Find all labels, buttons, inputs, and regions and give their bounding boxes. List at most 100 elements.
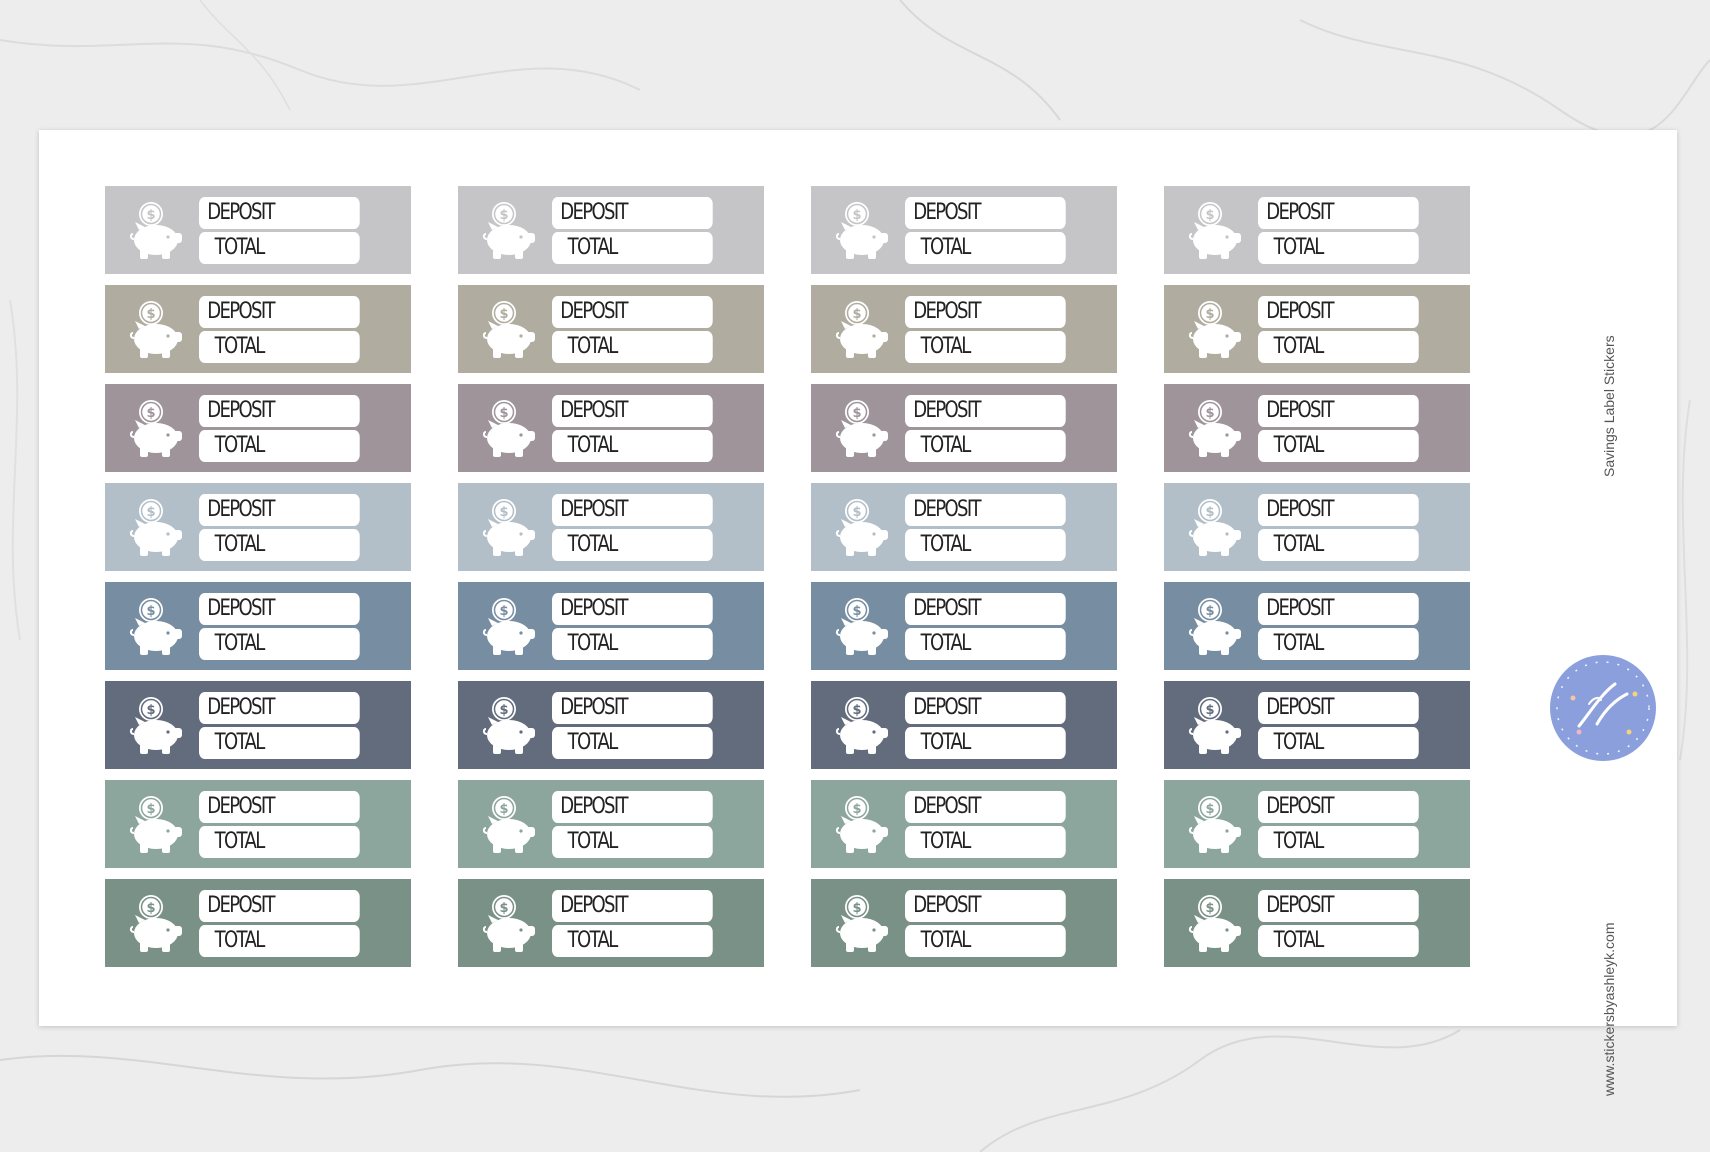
sticker-light-gray: $ DEPOSIT TOTAL [811,186,1117,274]
sticker-pale-blue: $ DEPOSIT TOTAL [458,483,764,571]
total-field: TOTAL [552,331,713,363]
sticker-green-gray: $ DEPOSIT TOTAL [105,879,411,967]
piggy-bank-icon: $ [482,796,535,853]
deposit-field: DEPOSIT [1258,395,1419,427]
sticker-green-gray: $ DEPOSIT TOTAL [458,879,764,967]
deposit-field: DEPOSIT [905,395,1066,427]
sticker-green-gray: $ DEPOSIT TOTAL [1164,879,1470,967]
deposit-field: DEPOSIT [1258,593,1419,625]
deposit-field: DEPOSIT [905,494,1066,526]
piggy-bank-icon: $ [482,697,535,754]
total-field: TOTAL [1258,430,1419,462]
svg-text:$: $ [1205,307,1214,322]
deposit-field: DEPOSIT [905,593,1066,625]
sticker-mauve: $ DEPOSIT TOTAL [458,384,764,472]
svg-text:$: $ [1205,703,1214,718]
piggy-bank-icon: $ [1188,301,1241,358]
deposit-field: DEPOSIT [199,197,360,229]
sticker-grid: $ DEPOSIT TOTAL $ DEPOSIT TOTAL $ DEPOSIT TOTAL $… [105,186,1470,967]
svg-text:$: $ [852,505,861,520]
piggy-bank-icon: $ [129,301,182,358]
deposit-field: DEPOSIT [905,197,1066,229]
piggy-bank-icon: $ [1188,796,1241,853]
sticker-taupe: $ DEPOSIT TOTAL [1164,285,1470,373]
deposit-field: DEPOSIT [552,791,713,823]
svg-text:$: $ [146,703,155,718]
svg-text:$: $ [852,208,861,223]
piggy-bank-icon: $ [1188,895,1241,952]
total-field: TOTAL [1258,232,1419,264]
total-field: TOTAL [1258,925,1419,957]
total-field: TOTAL [1258,529,1419,561]
sticker-slate: $ DEPOSIT TOTAL [105,681,411,769]
total-field: TOTAL [552,727,713,759]
total-field: TOTAL [552,628,713,660]
sticker-sage: $ DEPOSIT TOTAL [811,780,1117,868]
total-field: TOTAL [552,232,713,264]
sticker-steel-blue: $ DEPOSIT TOTAL [105,582,411,670]
svg-text:$: $ [499,505,508,520]
deposit-field: DEPOSIT [199,593,360,625]
piggy-bank-icon: $ [482,202,535,259]
svg-text:$: $ [146,307,155,322]
piggy-bank-icon: $ [835,895,888,952]
total-field: TOTAL [199,430,360,462]
deposit-field: DEPOSIT [905,890,1066,922]
piggy-bank-icon: $ [129,796,182,853]
sticker-green-gray: $ DEPOSIT TOTAL [811,879,1117,967]
sticker-pale-blue: $ DEPOSIT TOTAL [105,483,411,571]
deposit-field: DEPOSIT [1258,494,1419,526]
svg-text:$: $ [1205,604,1214,619]
deposit-field: DEPOSIT [552,395,713,427]
sticker-light-gray: $ DEPOSIT TOTAL [105,186,411,274]
svg-text:$: $ [146,505,155,520]
piggy-bank-icon: $ [482,499,535,556]
piggy-bank-icon: $ [482,598,535,655]
deposit-field: DEPOSIT [199,791,360,823]
svg-text:$: $ [146,901,155,916]
sticker-sage: $ DEPOSIT TOTAL [1164,780,1470,868]
svg-text:$: $ [146,604,155,619]
piggy-bank-icon: $ [835,796,888,853]
sticker-mauve: $ DEPOSIT TOTAL [811,384,1117,472]
piggy-bank-icon: $ [1188,400,1241,457]
svg-text:$: $ [146,208,155,223]
total-field: TOTAL [905,925,1066,957]
total-field: TOTAL [199,628,360,660]
piggy-bank-icon: $ [129,499,182,556]
sticker-slate: $ DEPOSIT TOTAL [458,681,764,769]
deposit-field: DEPOSIT [552,692,713,724]
sticker-taupe: $ DEPOSIT TOTAL [458,285,764,373]
deposit-field: DEPOSIT [905,296,1066,328]
deposit-field: DEPOSIT [552,197,713,229]
deposit-field: DEPOSIT [552,494,713,526]
piggy-bank-icon: $ [835,301,888,358]
piggy-bank-icon: $ [482,895,535,952]
sticker-slate: $ DEPOSIT TOTAL [811,681,1117,769]
sticker-sage: $ DEPOSIT TOTAL [105,780,411,868]
total-field: TOTAL [905,529,1066,561]
svg-text:$: $ [852,604,861,619]
piggy-bank-icon: $ [835,598,888,655]
piggy-bank-icon: $ [1188,598,1241,655]
piggy-bank-icon: $ [1188,697,1241,754]
deposit-field: DEPOSIT [199,395,360,427]
sticker-pale-blue: $ DEPOSIT TOTAL [811,483,1117,571]
total-field: TOTAL [905,826,1066,858]
total-field: TOTAL [199,826,360,858]
svg-text:$: $ [852,406,861,421]
deposit-field: DEPOSIT [199,494,360,526]
deposit-field: DEPOSIT [1258,296,1419,328]
deposit-field: DEPOSIT [1258,692,1419,724]
svg-text:$: $ [499,703,508,718]
total-field: TOTAL [199,232,360,264]
svg-text:$: $ [146,802,155,817]
total-field: TOTAL [1258,331,1419,363]
sticker-sheet: $ DEPOSIT TOTAL $ DEPOSIT TOTAL $ DEPOSIT TOTAL $… [39,130,1677,1096]
sticker-slate: $ DEPOSIT TOTAL [1164,681,1470,769]
svg-text:$: $ [1205,406,1214,421]
svg-text:$: $ [1205,208,1214,223]
svg-text:$: $ [499,901,508,916]
svg-text:$: $ [499,406,508,421]
total-field: TOTAL [905,628,1066,660]
